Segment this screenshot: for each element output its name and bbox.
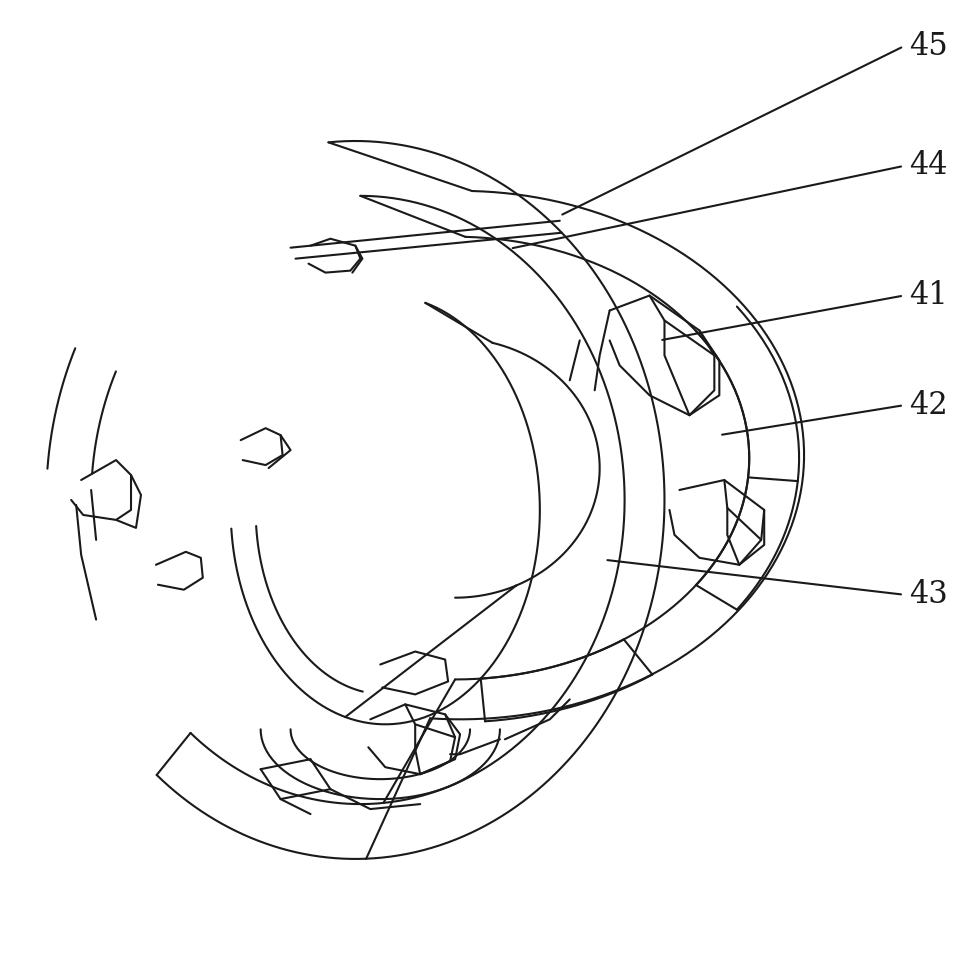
Text: 45: 45 xyxy=(909,31,948,61)
Text: 43: 43 xyxy=(909,580,948,610)
Text: 41: 41 xyxy=(909,281,948,311)
Text: 42: 42 xyxy=(909,390,948,421)
Text: 44: 44 xyxy=(909,150,948,181)
